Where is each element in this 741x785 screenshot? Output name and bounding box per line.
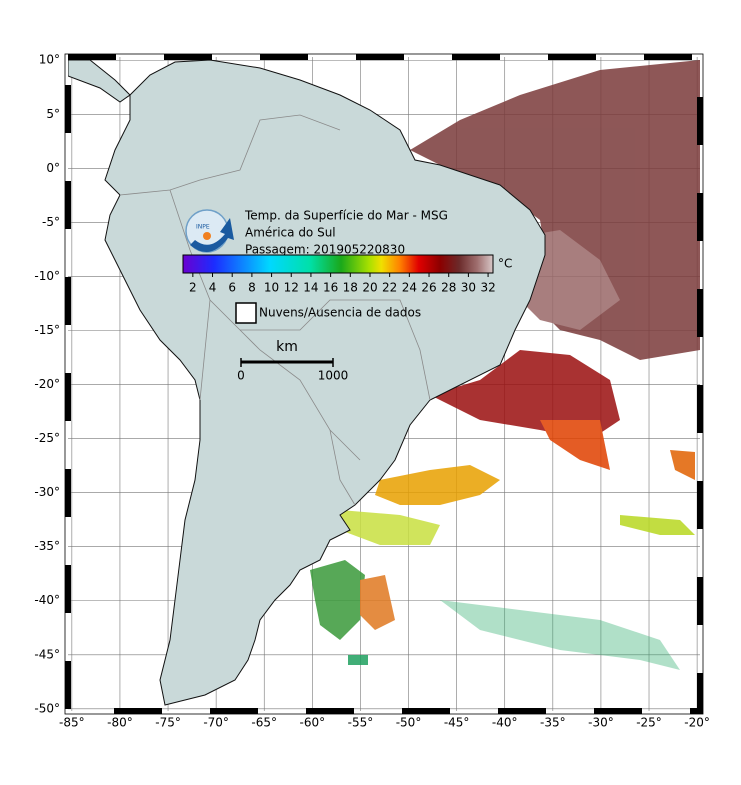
pass: Passagem: 201905220830 [245, 243, 405, 257]
colorbar-tick-label: 16 [323, 281, 338, 295]
colorbar-tick-label: 14 [303, 281, 318, 295]
frame-outline [64, 53, 704, 715]
colorbar-tick-label: 2 [189, 281, 197, 295]
colorbar-tick-label: 28 [441, 281, 456, 295]
sst-hot [540, 420, 610, 470]
x-tick-label: -20° [684, 716, 710, 730]
central-america [68, 59, 131, 103]
colorbar-tick-label: 24 [402, 281, 417, 295]
y-tick-label: -30° [34, 485, 60, 499]
x-tick-label: -40° [492, 716, 518, 730]
sst-hot [430, 350, 620, 440]
logo-arrow [190, 218, 234, 253]
x-tick-label: -45° [444, 716, 470, 730]
title: Temp. da Superfície do Mar - MSG [244, 209, 448, 223]
y-tick-label: -35° [34, 539, 60, 553]
sst-cool [348, 655, 368, 665]
y-tick-label: 10° [39, 53, 60, 67]
colorbar-tick-label: 4 [209, 281, 217, 295]
sst-cool [440, 600, 680, 670]
y-tick-label: -5° [42, 215, 60, 229]
x-tick-label: -35° [540, 716, 566, 730]
y-tick-label: -15° [34, 323, 60, 337]
x-tick-label: -50° [396, 716, 422, 730]
sst-mid [360, 575, 395, 630]
y-tick-label: 0° [46, 161, 60, 175]
y-tick-label: -50° [34, 701, 60, 715]
y-tick-label: -10° [34, 269, 60, 283]
region: América do Sul [245, 226, 336, 240]
y-tick-label: -25° [34, 431, 60, 445]
map-body [68, 59, 700, 706]
legend-text: Nuvens/Ausencia de dados [259, 306, 421, 320]
sst-warm [410, 60, 700, 360]
colorbar-tick-label: 22 [382, 281, 397, 295]
x-tick-label: -75° [155, 716, 181, 730]
y-tick-label: 5° [46, 107, 60, 121]
colorbar-tick-label: 12 [284, 281, 299, 295]
x-tick-label: -80° [107, 716, 133, 730]
sst-cool [310, 560, 365, 640]
x-tick-label: -30° [588, 716, 614, 730]
sst-mid [375, 465, 500, 505]
scale-tick-label: 1000 [318, 369, 349, 383]
sst-mid [340, 510, 440, 545]
colorbar-tick-label: 30 [461, 281, 476, 295]
colorbar-unit: °C [498, 257, 512, 271]
scale-bar: 0 1000 [237, 358, 348, 383]
x-tick-label: -65° [251, 716, 277, 730]
colorbar [182, 254, 494, 274]
x-tick-label: -25° [636, 716, 662, 730]
colorbar-tick-label: 8 [248, 281, 256, 295]
legend-swatch [235, 302, 257, 324]
colorbar-tick-label: 32 [480, 281, 495, 295]
colorbar-tick-label: 18 [343, 281, 358, 295]
sst-mid [620, 515, 695, 535]
y-tick-label: -20° [34, 377, 60, 391]
frame [65, 54, 703, 714]
colorbar-tick-label: 6 [228, 281, 236, 295]
y-tick-label: -45° [34, 647, 60, 661]
colorbar-tick-label: 26 [421, 281, 436, 295]
sst-mid [670, 450, 695, 480]
logo: INPE [185, 209, 234, 253]
colorbar-ticks: 2 4 6 8 10 12 14 16 18 20 22 24 26 28 30 32 [189, 273, 496, 295]
logo-text: INPE [196, 224, 210, 231]
x-tick-label: -70° [203, 716, 229, 730]
scale-unit: km [276, 339, 298, 355]
borders [119, 114, 431, 506]
y-tick-label: -40° [34, 593, 60, 607]
x-tick-label: -55° [348, 716, 374, 730]
scale-tick-label: 0 [237, 369, 245, 383]
colorbar-tick-label: 20 [362, 281, 377, 295]
x-tick-label: -60° [300, 716, 326, 730]
x-tick-label: -85° [59, 716, 85, 730]
logo-dot [203, 232, 211, 240]
colorbar-tick-label: 10 [264, 281, 279, 295]
